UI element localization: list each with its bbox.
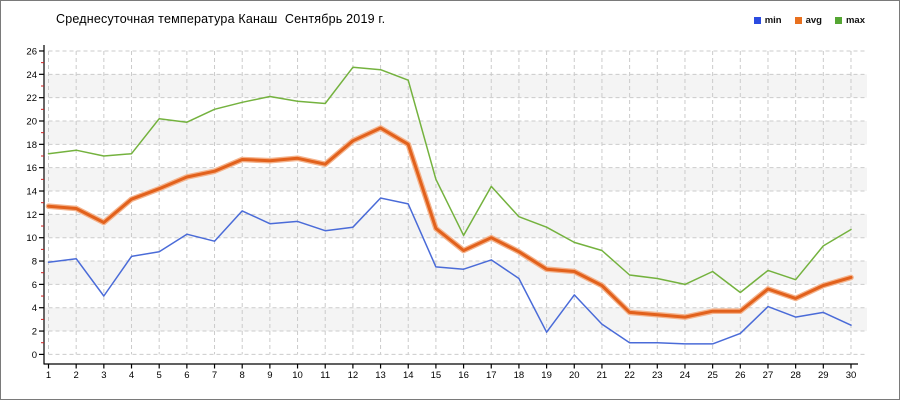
y-tick-label: 6 xyxy=(32,280,37,291)
legend-item-min: min xyxy=(753,15,782,26)
x-tick-label: 1 xyxy=(46,370,51,381)
y-tick-label: 16 xyxy=(26,163,37,174)
x-tick-label: 25 xyxy=(707,370,718,381)
series-line-max xyxy=(47,66,852,294)
legend-item-max: max xyxy=(834,15,865,26)
x-tick-label: 16 xyxy=(458,370,469,381)
series-line-min xyxy=(47,197,852,345)
x-tick-label: 4 xyxy=(129,370,134,381)
x-tick-label: 14 xyxy=(403,370,414,381)
x-tick-label: 20 xyxy=(569,370,580,381)
y-tick-label: 14 xyxy=(26,187,37,198)
y-tick-label: 12 xyxy=(26,210,37,221)
x-axis-ticks-labels: 1 2 3 4 5 6 7 8 9 10 11 12 13 14 15 16 17 18 19 20 21 22 23 24 2… xyxy=(46,364,856,381)
x-tick-label: 6 xyxy=(184,370,189,381)
x-tick-label: 26 xyxy=(735,370,746,381)
legend-label-avg: avg xyxy=(805,15,822,26)
x-tick-label: 15 xyxy=(431,370,442,381)
y-tick-label: 20 xyxy=(26,117,37,128)
x-tick-label: 7 xyxy=(212,370,217,381)
x-tick-label: 19 xyxy=(541,370,552,381)
x-tick-label: 22 xyxy=(624,370,635,381)
x-tick-label: 24 xyxy=(680,370,691,381)
y-tick-label: 4 xyxy=(32,303,37,314)
legend-label-max: max xyxy=(845,15,865,26)
y-tick-label: 10 xyxy=(26,233,37,244)
x-tick-label: 9 xyxy=(267,370,272,381)
y-axis-minor-ticks xyxy=(41,62,44,344)
x-tick-label: 29 xyxy=(818,370,829,381)
avg-series-swatch xyxy=(794,17,802,24)
x-tick-label: 10 xyxy=(292,370,303,381)
x-tick-label: 5 xyxy=(157,370,162,381)
x-tick-label: 30 xyxy=(846,370,857,381)
max-series-swatch xyxy=(834,17,842,24)
horizontal-gridlines xyxy=(48,50,867,355)
x-tick-label: 13 xyxy=(375,370,386,381)
legend-item-avg: avg xyxy=(794,15,822,26)
x-tick-label: 17 xyxy=(486,370,497,381)
y-tick-label: 8 xyxy=(32,257,37,268)
x-tick-label: 27 xyxy=(763,370,774,381)
x-tick-label: 12 xyxy=(348,370,359,381)
y-tick-label: 2 xyxy=(32,327,37,338)
x-tick-label: 28 xyxy=(790,370,801,381)
y-tick-label: 0 xyxy=(32,350,37,361)
x-tick-label: 2 xyxy=(74,370,79,381)
vertical-gridlines xyxy=(48,50,852,355)
y-tick-label: 24 xyxy=(26,70,37,81)
x-tick-label: 11 xyxy=(320,370,330,381)
legend-label-min: min xyxy=(764,15,782,26)
legend: min avg max xyxy=(753,15,865,26)
x-tick-label: 18 xyxy=(514,370,525,381)
grid-bands xyxy=(45,74,867,332)
series-line-avg xyxy=(45,125,854,320)
x-tick-label: 23 xyxy=(652,370,663,381)
x-tick-label: 8 xyxy=(240,370,245,381)
x-tick-label: 3 xyxy=(101,370,106,381)
x-tick-label: 21 xyxy=(597,370,608,381)
y-tick-label: 18 xyxy=(26,140,37,151)
y-tick-label: 26 xyxy=(26,46,37,57)
min-series-swatch xyxy=(753,17,761,24)
chart-title: Среднесуточная температура Канаш Сентябр… xyxy=(56,12,386,26)
y-tick-label: 22 xyxy=(26,93,37,104)
